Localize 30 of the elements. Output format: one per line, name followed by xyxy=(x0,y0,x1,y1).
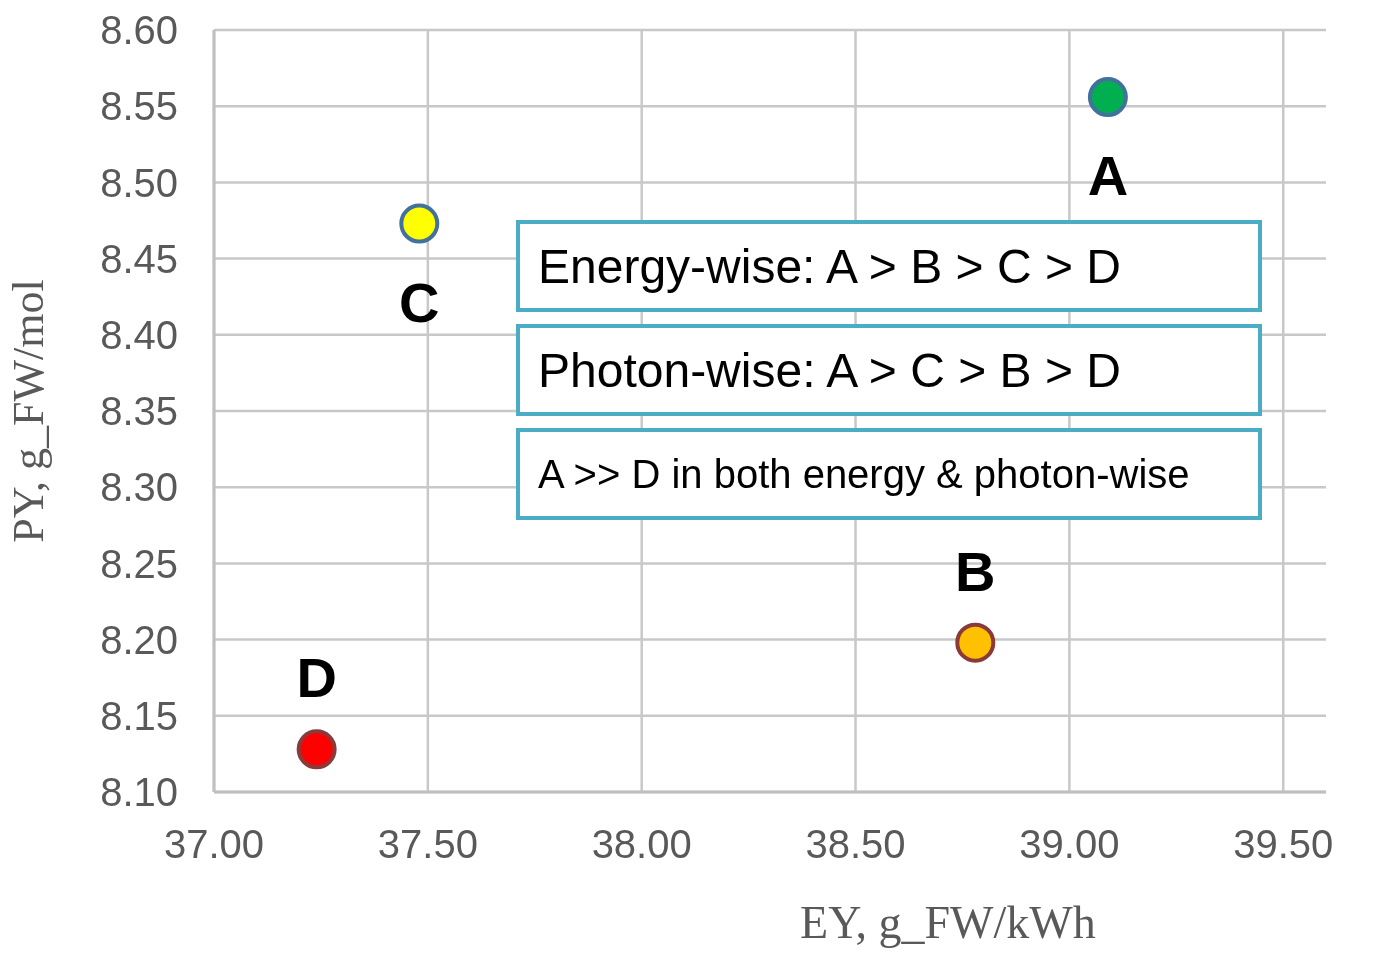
text-box: Photon-wise: A > C > B > D xyxy=(516,324,1262,416)
y-tick-label: 8.30 xyxy=(100,465,178,510)
text-box: A >> D in both energy & photon-wise xyxy=(516,428,1262,520)
point xyxy=(955,622,996,663)
y-tick-label: 8.40 xyxy=(100,313,178,357)
point xyxy=(399,203,440,244)
point xyxy=(1087,77,1128,118)
y-tick-label: 8.55 xyxy=(100,84,178,129)
x-tick-label: 37.00 xyxy=(163,822,265,867)
y-tick-label: 8.35 xyxy=(100,389,178,434)
y-tick-label: 8.50 xyxy=(100,160,178,205)
x-tick-label: 38.00 xyxy=(591,822,692,867)
y-tick-label: 8.20 xyxy=(100,617,178,662)
x-tick-label: 38.50 xyxy=(805,822,906,867)
point xyxy=(296,729,337,770)
y-tick-label: 8.25 xyxy=(100,541,178,586)
annotation: C xyxy=(399,269,440,335)
y-axis-title: PY, g_FW/mol xyxy=(2,279,54,543)
annotation: D xyxy=(296,644,337,710)
x-axis-title: EY, g_FW/kWh xyxy=(800,896,1096,949)
y-tick-label: 8.60 xyxy=(100,8,178,53)
annotation: B xyxy=(955,538,996,604)
x-tick-label: 39.00 xyxy=(1019,822,1120,867)
annotation: A xyxy=(1087,142,1129,208)
x-tick-label: 37.50 xyxy=(377,822,478,867)
y-tick-label: 8.45 xyxy=(100,236,178,281)
x-tick-label: 39.50 xyxy=(1233,822,1334,867)
y-tick-label: 8.15 xyxy=(100,694,178,738)
y-tick-label: 8.10 xyxy=(100,770,178,815)
text-box: Energy-wise: A > B > C > D xyxy=(516,220,1262,312)
